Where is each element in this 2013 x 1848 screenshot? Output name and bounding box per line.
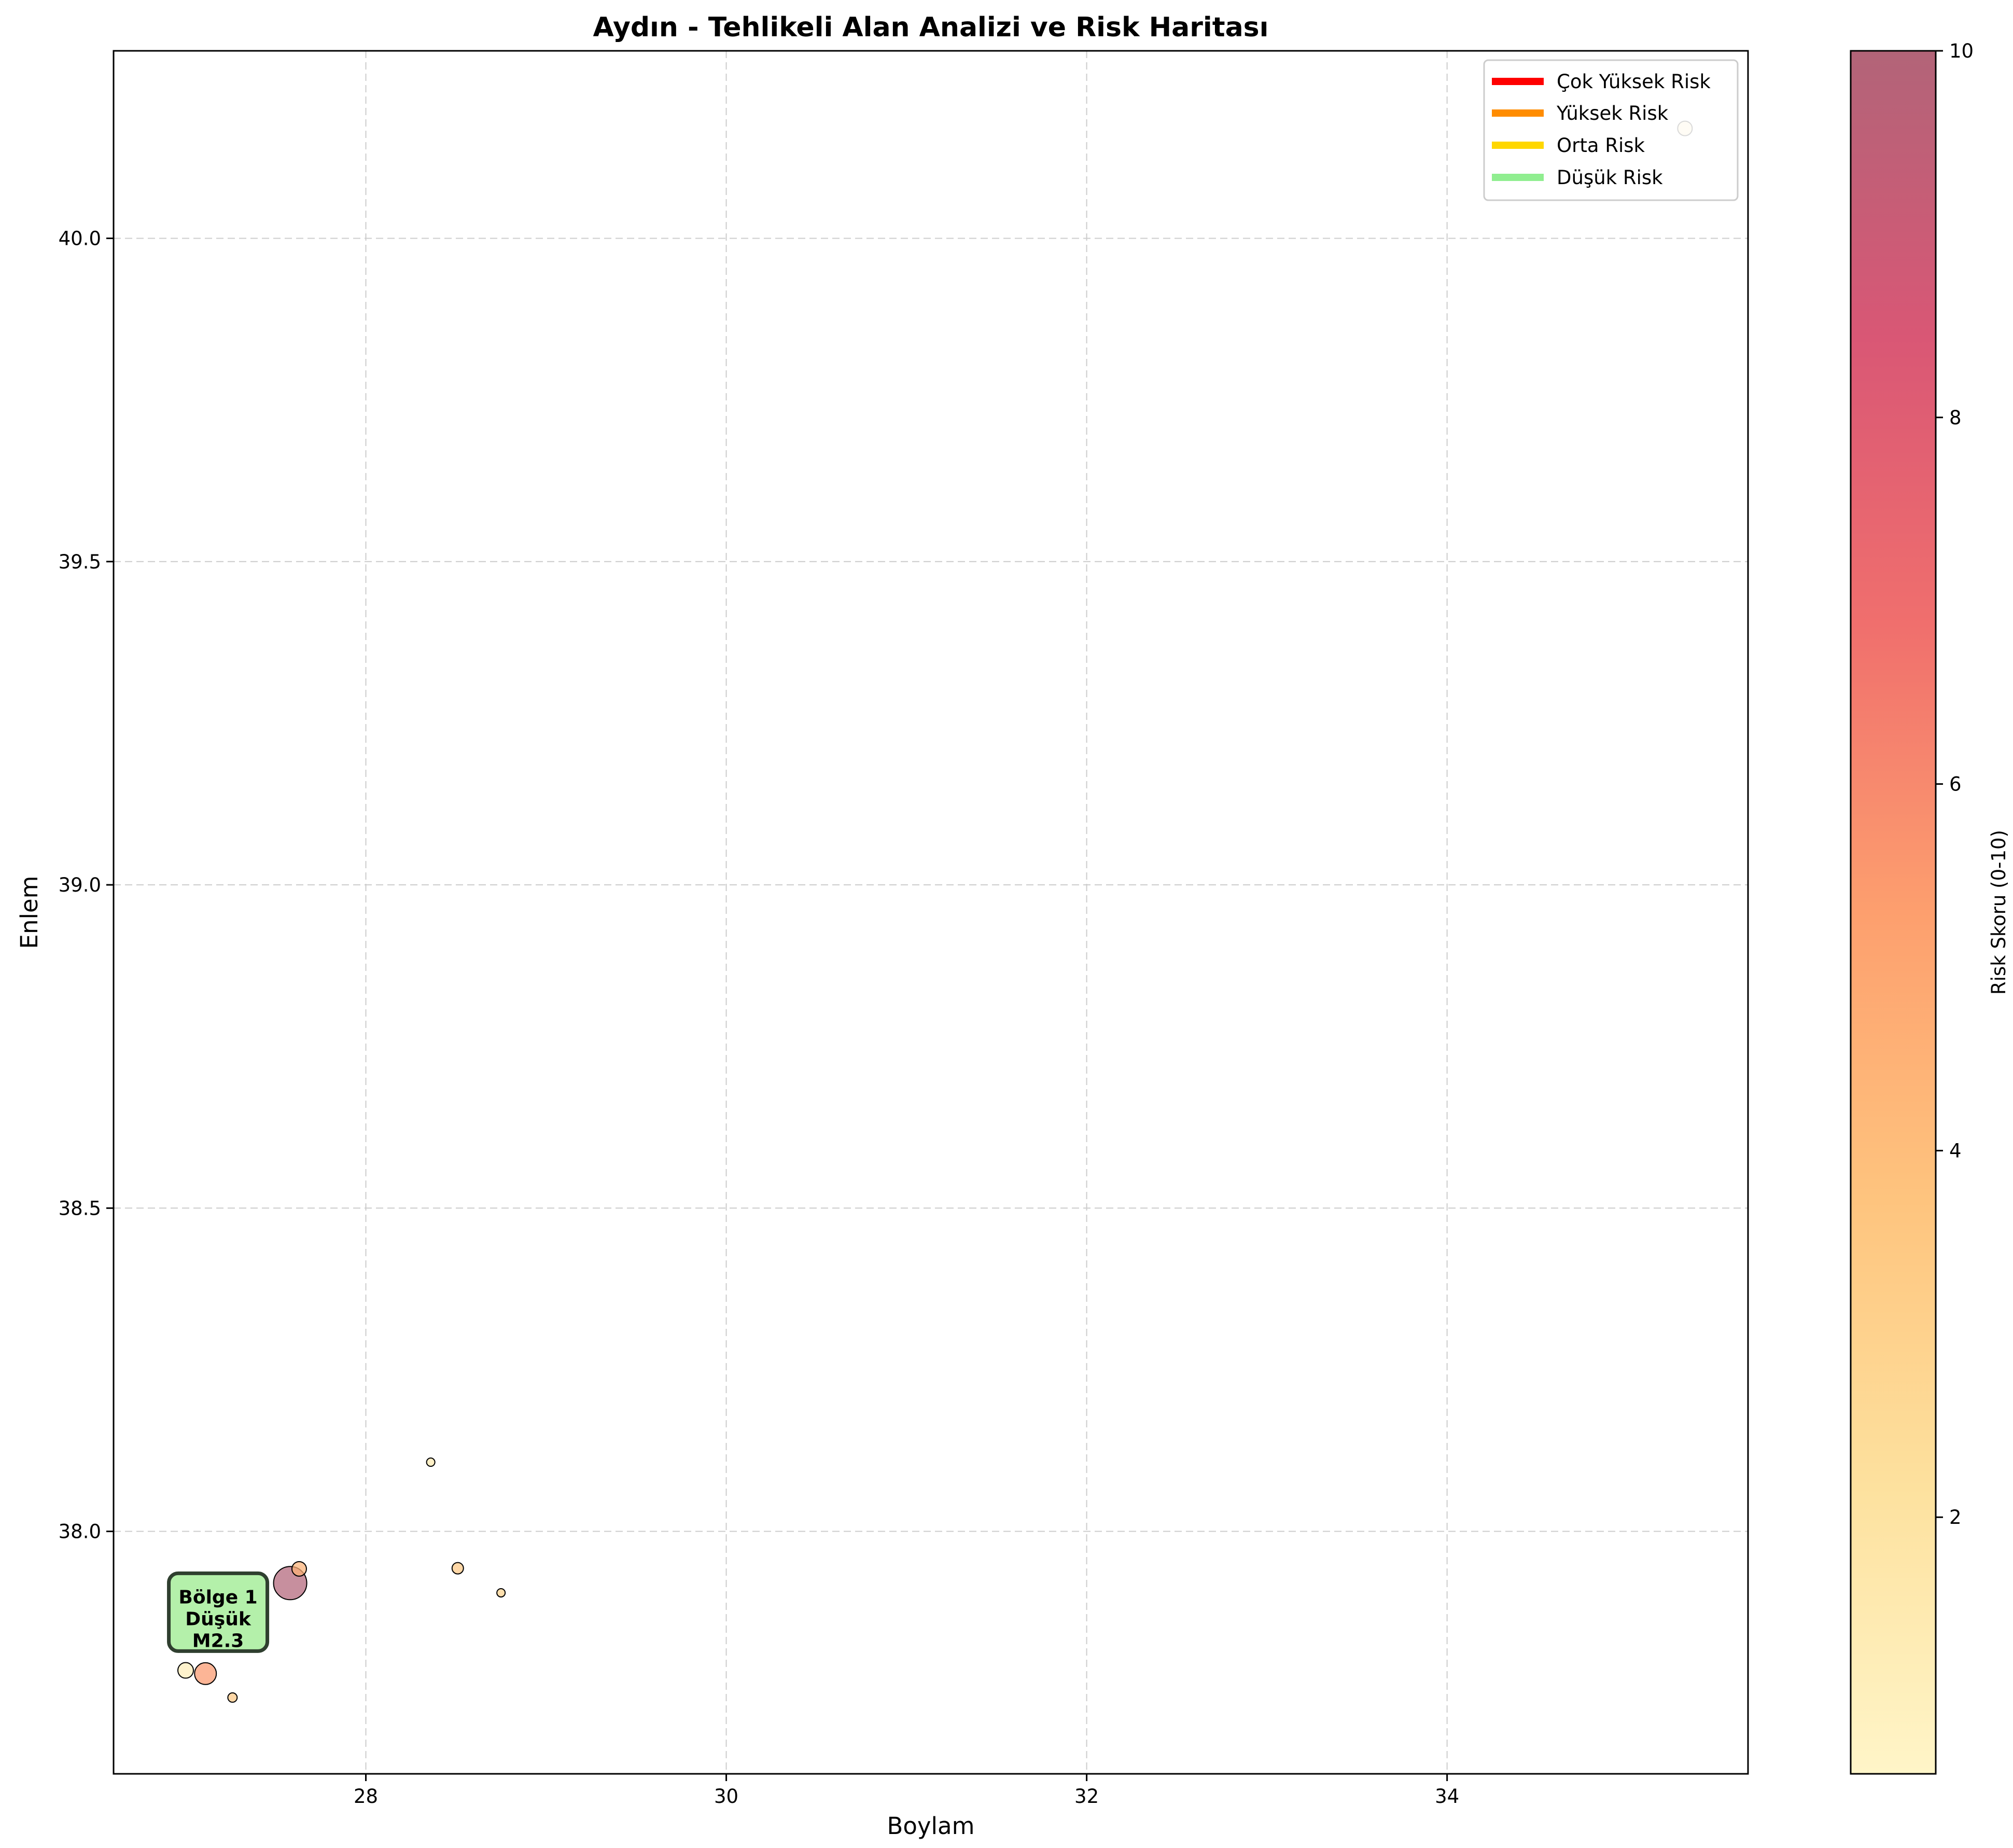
y-tick-label: 38.0 <box>59 1521 101 1543</box>
y-axis-title: Enlem <box>16 876 43 949</box>
colorbar-tick-label: 6 <box>1949 773 1962 796</box>
annotation-box <box>167 1571 270 1653</box>
colorbar-tick-label: 10 <box>1949 40 1974 62</box>
plot-background <box>114 51 1748 1774</box>
legend-label-medium: Orta Risk <box>1557 134 1645 157</box>
chart-title: Aydın - Tehlikeli Alan Analizi ve Risk H… <box>593 12 1269 43</box>
data-point <box>451 1562 464 1575</box>
y-tick-label: 40.0 <box>59 227 101 249</box>
x-tick-label: 30 <box>714 1785 738 1808</box>
colorbar-gradient <box>1850 50 1937 1775</box>
legend-label-low: Düşük Risk <box>1557 166 1663 189</box>
data-point <box>177 1662 194 1679</box>
axis-ticks: 28 30 32 34 38.0 38.5 39.0 39.5 40.0 <box>59 227 1460 1808</box>
y-tick-label: 39.5 <box>59 551 101 573</box>
data-point <box>496 1588 506 1597</box>
plot-frame <box>113 50 1749 1775</box>
x-tick-label: 28 <box>354 1785 378 1808</box>
legend-box <box>1483 59 1739 201</box>
colorbar-tick-label: 4 <box>1949 1140 1962 1162</box>
y-tick-label: 38.5 <box>59 1197 101 1219</box>
region-annotation: Bölge 1 Düşük M2.3 <box>167 1571 270 1653</box>
x-tick-label: 32 <box>1074 1785 1099 1808</box>
colorbar: 2 4 6 8 10 Risk Skoru (0-10) <box>1850 40 2010 1775</box>
colorbar-tick-label: 2 <box>1949 1506 1962 1529</box>
y-tick-label: 39.0 <box>59 874 101 896</box>
legend: Çok Yüksek Risk Yüksek Risk Orta Risk Dü… <box>1483 59 1739 201</box>
data-point <box>194 1662 217 1685</box>
legend-label-high: Yüksek Risk <box>1556 102 1669 124</box>
annotation-line-magnitude: M2.3 <box>192 1630 244 1651</box>
x-tick-label: 34 <box>1435 1785 1459 1808</box>
colorbar-tick-label: 8 <box>1949 407 1962 429</box>
grid-lines <box>114 51 1748 1774</box>
data-point <box>426 1457 436 1467</box>
data-point <box>291 1561 307 1577</box>
annotation-line-region: Bölge 1 <box>178 1587 257 1608</box>
x-axis-title: Boylam <box>887 1812 975 1840</box>
colorbar-ticks: 2 4 6 8 10 <box>1936 40 1974 1529</box>
colorbar-title: Risk Skoru (0-10) <box>1988 830 2010 995</box>
data-point <box>227 1692 238 1703</box>
annotation-line-level: Düşük <box>185 1608 251 1630</box>
legend-label-very-high: Çok Yüksek Risk <box>1557 71 1711 93</box>
